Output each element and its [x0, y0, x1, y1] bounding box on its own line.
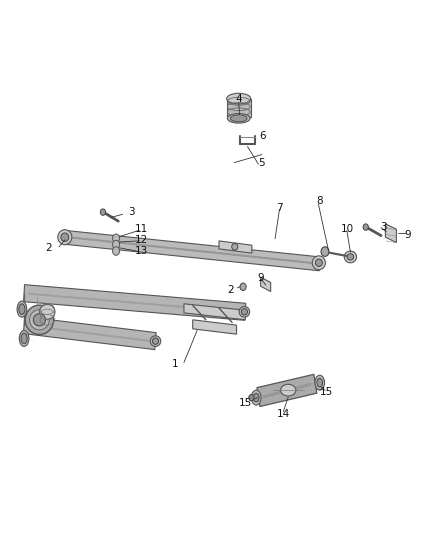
- Text: 3: 3: [128, 207, 135, 217]
- Polygon shape: [193, 320, 237, 334]
- Polygon shape: [63, 230, 320, 271]
- Ellipse shape: [227, 93, 251, 104]
- Ellipse shape: [58, 230, 72, 245]
- Ellipse shape: [253, 393, 259, 402]
- Ellipse shape: [315, 375, 325, 390]
- Text: 6: 6: [259, 131, 266, 141]
- Text: 14: 14: [277, 409, 290, 419]
- Ellipse shape: [61, 233, 69, 241]
- Polygon shape: [261, 277, 271, 292]
- Bar: [227, 99, 251, 117]
- Circle shape: [113, 240, 120, 249]
- Ellipse shape: [19, 330, 29, 346]
- Ellipse shape: [19, 304, 25, 314]
- Polygon shape: [24, 285, 246, 320]
- Ellipse shape: [150, 336, 161, 346]
- Ellipse shape: [232, 244, 238, 250]
- Ellipse shape: [317, 378, 322, 387]
- Polygon shape: [219, 241, 252, 253]
- Ellipse shape: [315, 259, 322, 266]
- Text: 12: 12: [134, 235, 148, 245]
- Text: 7: 7: [276, 203, 283, 213]
- Text: 5: 5: [258, 158, 265, 167]
- Text: 2: 2: [227, 286, 234, 295]
- Text: 15: 15: [320, 387, 333, 397]
- Text: 10: 10: [340, 224, 353, 234]
- Circle shape: [240, 283, 246, 290]
- Text: 15: 15: [239, 399, 252, 408]
- Ellipse shape: [230, 115, 247, 122]
- Polygon shape: [257, 374, 317, 407]
- Ellipse shape: [39, 304, 55, 319]
- Ellipse shape: [347, 254, 354, 260]
- Text: 11: 11: [134, 224, 148, 234]
- Ellipse shape: [30, 310, 49, 330]
- Ellipse shape: [251, 390, 261, 405]
- Ellipse shape: [21, 333, 27, 344]
- Ellipse shape: [25, 305, 53, 335]
- Text: 3: 3: [380, 222, 387, 231]
- Ellipse shape: [241, 309, 247, 315]
- Polygon shape: [184, 304, 245, 320]
- Polygon shape: [23, 317, 156, 350]
- Ellipse shape: [280, 384, 296, 396]
- Circle shape: [113, 234, 120, 243]
- Ellipse shape: [227, 114, 250, 123]
- Text: 1: 1: [172, 359, 179, 368]
- Circle shape: [363, 224, 368, 230]
- Text: 9: 9: [258, 273, 265, 282]
- Text: 13: 13: [134, 246, 148, 255]
- Ellipse shape: [33, 313, 46, 326]
- Text: 9: 9: [404, 230, 411, 239]
- Text: 8: 8: [316, 197, 323, 206]
- Ellipse shape: [152, 338, 159, 344]
- Ellipse shape: [344, 251, 357, 263]
- Polygon shape: [385, 224, 396, 243]
- Circle shape: [113, 247, 120, 255]
- Ellipse shape: [17, 301, 27, 317]
- Ellipse shape: [239, 306, 250, 317]
- Text: 2: 2: [45, 243, 52, 253]
- Text: 4: 4: [235, 94, 242, 103]
- Circle shape: [100, 209, 106, 215]
- Circle shape: [321, 247, 329, 256]
- Ellipse shape: [312, 256, 325, 270]
- Circle shape: [249, 394, 254, 401]
